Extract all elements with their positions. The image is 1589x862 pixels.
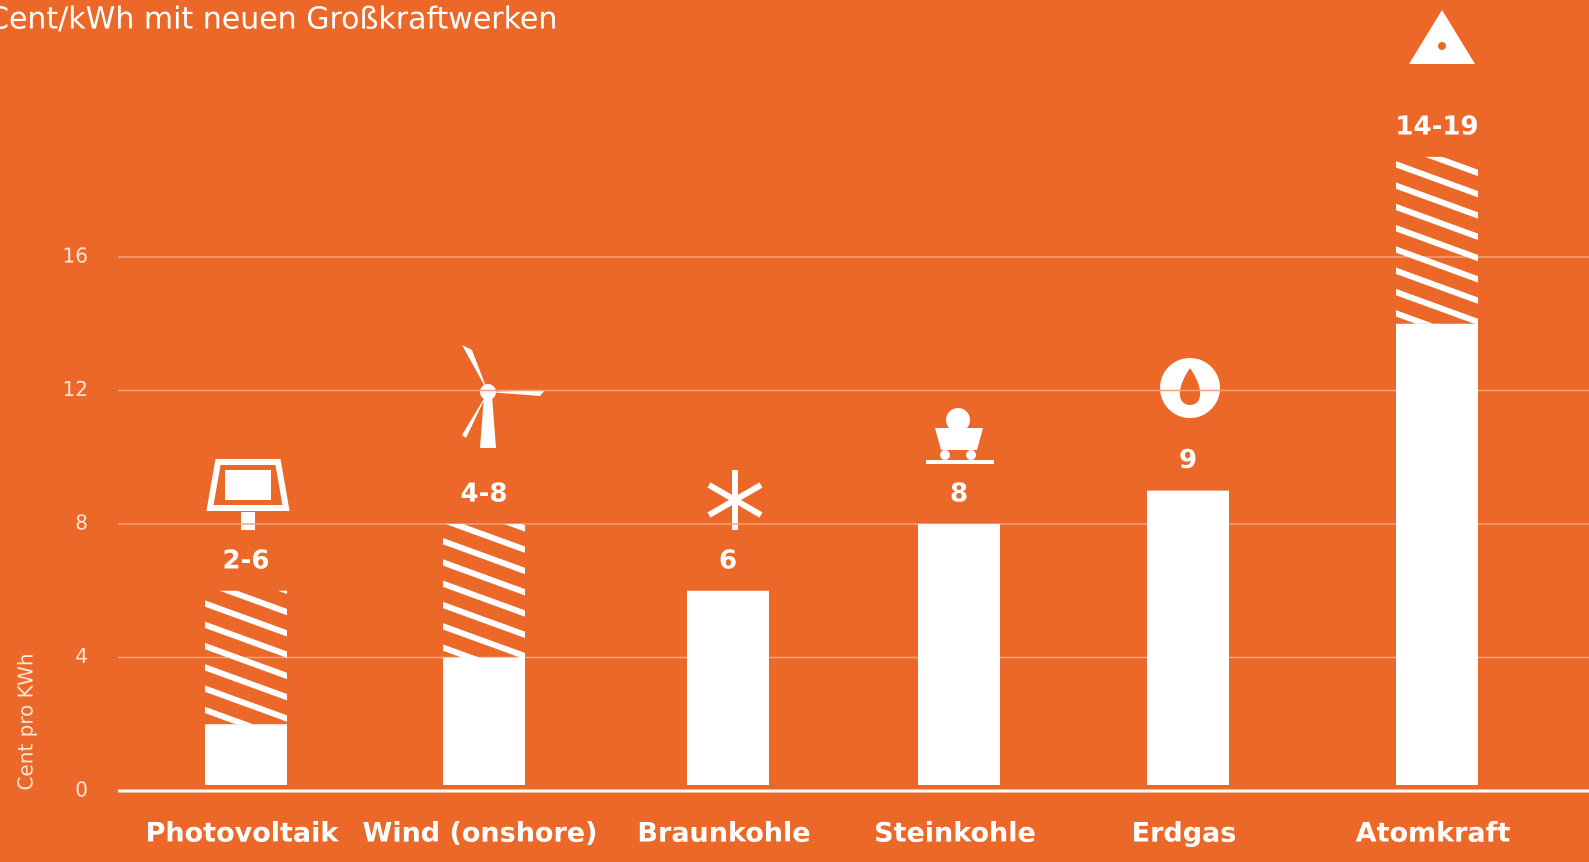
x-tick-label: Braunkohle <box>637 818 810 849</box>
bar <box>687 590 769 785</box>
bar <box>1147 490 1229 785</box>
y-tick-label: 8 <box>75 511 88 535</box>
y-tick-label: 4 <box>75 644 88 668</box>
icon-snowflake <box>707 470 763 530</box>
value-label: 6 <box>719 545 737 575</box>
bar <box>918 524 1000 785</box>
value-label: 8 <box>950 479 968 509</box>
range-bar <box>1396 156 1478 324</box>
icon-solar <box>206 459 290 530</box>
icon-wind <box>462 345 545 448</box>
bar <box>205 724 287 785</box>
y-tick-label: 16 <box>63 244 88 268</box>
bar <box>1396 323 1478 785</box>
x-tick-label: Photovoltaik <box>146 818 340 849</box>
value-label: 14-19 <box>1395 111 1478 141</box>
icon-nuclear <box>1409 10 1475 64</box>
y-axis-label: Cent pro KWh <box>14 653 38 790</box>
x-tick-label: Wind (onshore) <box>363 818 598 849</box>
x-tick-label: Steinkohle <box>874 818 1036 849</box>
value-label: 9 <box>1179 445 1197 475</box>
y-tick-label: 12 <box>63 377 88 401</box>
range-bar <box>205 590 287 725</box>
icon-coal <box>926 408 994 464</box>
value-label: 4-8 <box>461 479 508 509</box>
x-tick-label: Atomkraft <box>1356 818 1511 849</box>
chart-title: Cent/kWh mit neuen Großkraftwerken <box>0 2 557 37</box>
y-tick-label: 0 <box>75 778 88 802</box>
icon-gas <box>1160 358 1220 418</box>
x-tick-label: Erdgas <box>1132 818 1237 849</box>
value-label: 2-6 <box>223 545 270 575</box>
range-bar <box>443 524 525 658</box>
bar <box>443 657 525 785</box>
